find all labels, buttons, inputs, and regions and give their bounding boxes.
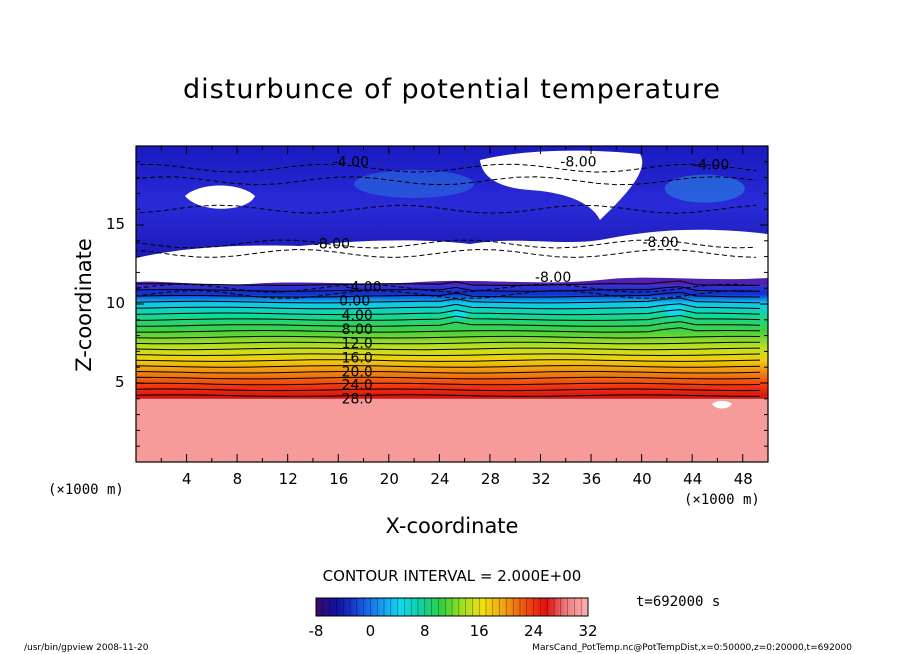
contour-label: -8.00 [314,237,350,253]
y-tick-label: 5 [115,373,125,391]
contour-label: -4.00 [693,158,729,174]
colorbar-tick-label: 0 [366,622,376,640]
contour-label: 24.0 [342,377,373,393]
colorbar-tick-label: 24 [524,622,543,640]
stratified-band [136,285,768,399]
contour-line-negative [135,204,757,214]
contour-line [135,388,761,392]
contour-line [135,303,761,310]
x-tick-label: 20 [379,470,399,488]
contour-interval-label: CONTOUR INTERVAL = 2.000E+00 [322,567,582,585]
contour-line [135,314,761,321]
contour-label: -4.00 [345,279,381,295]
chart-title: disturbunce of potential temperature [183,74,721,105]
contour-label: -4.00 [333,155,369,171]
contour-label: 8.00 [342,322,373,338]
x-tick-label: 12 [278,470,298,488]
x-tick-label: 16 [329,470,349,488]
contour-line [135,365,761,368]
undefined-patch [480,150,643,220]
contour-line [135,286,760,292]
contour-line [135,280,761,286]
contour-line [135,359,761,362]
contour-line [135,297,761,304]
contour-line-negative [135,248,757,258]
contour-line [135,291,761,298]
undefined-patch [136,229,768,285]
colorbar-tick-label: 16 [470,622,489,640]
colorbar-tick-label: 32 [578,622,597,640]
contour-label: 28.0 [342,392,373,408]
contour-label: 12.0 [342,336,373,352]
contour-line [135,327,761,333]
blue-patch [354,169,475,198]
x-axis-label: X-coordinate [385,514,519,538]
time-label: t=692000 s [636,594,721,610]
y-axis-unit: (×1000 m) [48,482,124,498]
x-tick-label: 32 [531,470,551,488]
contour-line [135,382,761,386]
contour-label: -8.00 [535,270,571,286]
undefined-patch [185,185,255,209]
y-tick-label: 10 [106,294,126,312]
contour-label: 20.0 [342,365,373,381]
x-tick-label: 40 [632,470,652,488]
contour-line [135,309,761,316]
contour-line-negative [135,289,757,299]
contour-label: -8.00 [642,235,678,251]
x-axis-unit: (×1000 m) [684,492,760,508]
contour-line [135,341,761,345]
contour-line-negative [135,239,757,249]
x-tick-label: 24 [430,470,450,488]
footer-left: /usr/bin/gpview 2008-11-20 [24,643,149,653]
x-tick-label: 36 [582,470,602,488]
x-tick-label: 4 [182,470,192,488]
x-tick-label: 48 [733,470,753,488]
contour-line-negative [135,176,757,186]
warm-layer [136,398,768,462]
footer-right: MarsCand_PotTemp.nc@PotTempDist,x=0:5000… [532,643,852,653]
contour-line-negative [135,163,757,173]
contour-label: 4.00 [342,308,373,324]
contour-line [135,321,761,327]
contour-line [135,353,761,357]
contour-label: 0.00 [339,294,370,310]
blue-patch [664,174,745,203]
contour-label: 16.0 [342,350,373,366]
contour-line-negative [135,283,757,293]
x-tick-label: 44 [683,470,703,488]
contour-line [135,335,761,339]
contour-line [135,376,761,380]
undefined-patch [712,401,732,409]
colorbar-tick-label: -8 [309,622,324,640]
x-tick-label: 8 [232,470,243,488]
contour-label: -8.00 [560,155,596,171]
x-tick-label: 28 [480,470,500,488]
contour-line [135,394,760,397]
contour-line [135,370,761,374]
colorbar-tick-label: 8 [420,622,430,640]
contour-line [135,347,761,351]
y-tick-label: 15 [106,215,126,233]
